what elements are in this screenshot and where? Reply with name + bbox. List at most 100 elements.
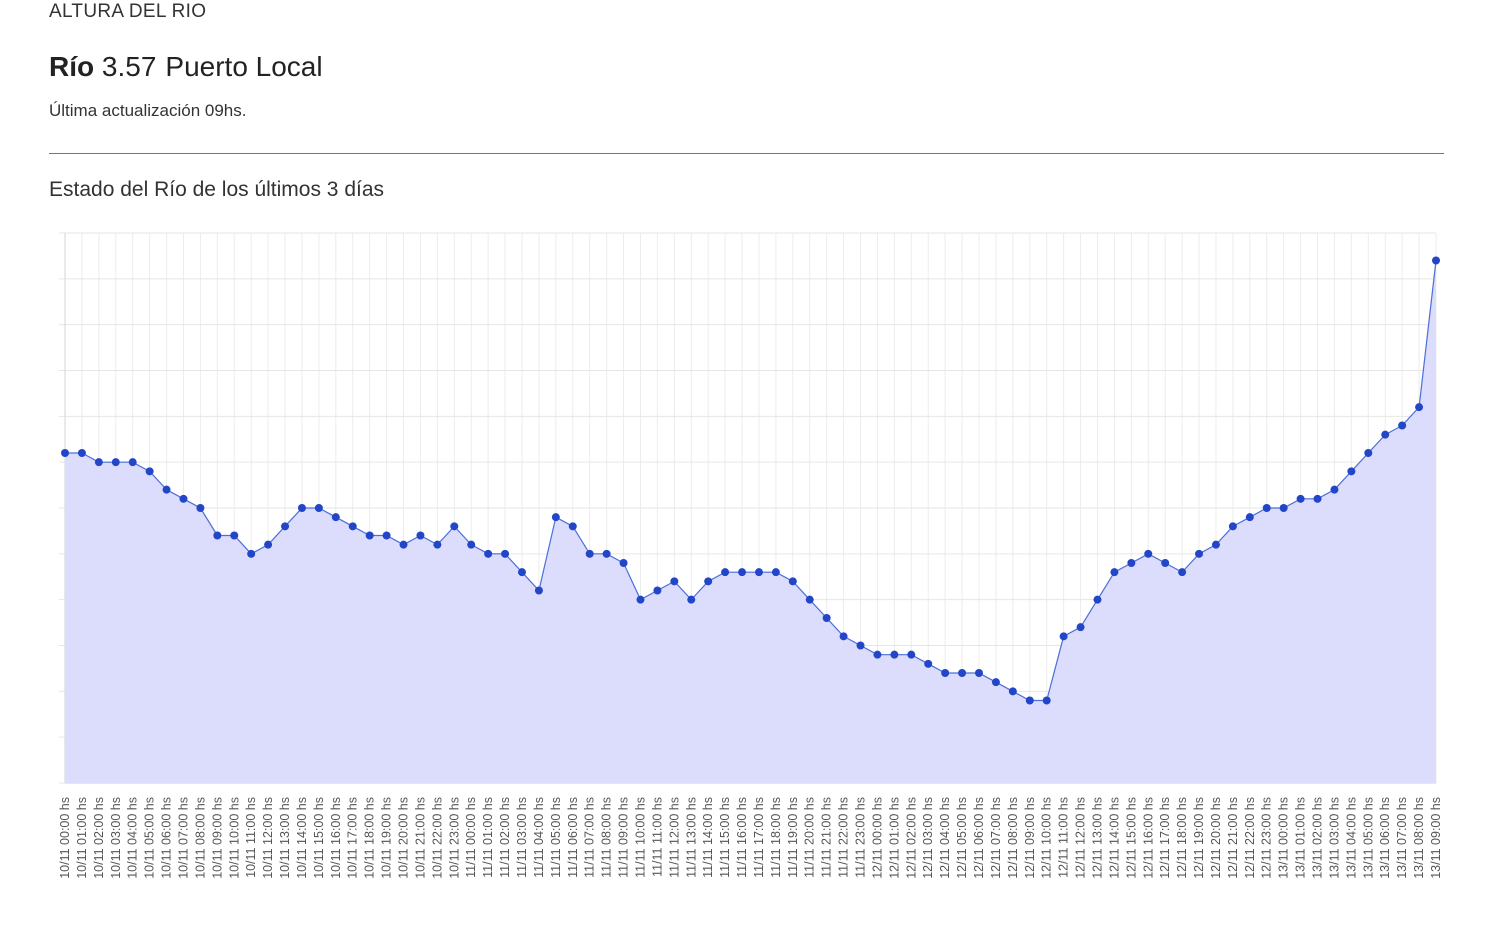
x-tick-label: 11/11 03:00 hs xyxy=(515,797,529,878)
data-point xyxy=(1347,467,1356,476)
data-point xyxy=(162,485,171,494)
data-point xyxy=(670,577,679,586)
x-tick-label: 11/11 18:00 hs xyxy=(769,797,783,878)
data-point xyxy=(941,669,950,677)
x-tick-label: 11/11 15:00 hs xyxy=(718,797,732,878)
x-tick-label: 12/11 10:00 hs xyxy=(1040,797,1054,879)
x-tick-label: 10/11 13:00 hs xyxy=(278,797,292,879)
data-point xyxy=(1228,522,1237,531)
data-point xyxy=(1415,403,1424,412)
data-point xyxy=(1076,623,1085,632)
data-point xyxy=(1432,256,1440,265)
x-tick-label: 13/11 00:00 hs xyxy=(1277,797,1291,879)
data-point xyxy=(314,504,323,512)
data-point xyxy=(1161,559,1170,567)
x-tick-label: 11/11 01:00 hs xyxy=(481,797,495,878)
data-point xyxy=(1313,494,1322,503)
x-tick-label: 11/11 08:00 hs xyxy=(600,797,614,878)
data-point xyxy=(1279,504,1288,512)
data-point xyxy=(551,513,560,522)
data-point xyxy=(907,650,916,659)
x-tick-label: 12/11 17:00 hs xyxy=(1158,797,1172,879)
divider xyxy=(49,153,1444,154)
x-tick-label: 10/11 11:00 hs xyxy=(244,797,258,878)
x-tick-label: 13/11 02:00 hs xyxy=(1311,797,1325,879)
x-tick-label: 11/11 14:00 hs xyxy=(701,797,715,878)
x-tick-label: 13/11 08:00 hs xyxy=(1412,797,1426,879)
data-point xyxy=(501,549,510,558)
data-point xyxy=(281,522,290,531)
x-tick-label: 11/11 22:00 hs xyxy=(837,797,851,878)
x-tick-label: 12/11 22:00 hs xyxy=(1243,797,1257,879)
data-point xyxy=(467,540,476,549)
x-tick-label: 12/11 02:00 hs xyxy=(904,797,918,879)
data-points xyxy=(61,256,1440,705)
data-point xyxy=(297,504,306,512)
data-point xyxy=(179,494,188,503)
data-point xyxy=(839,632,848,641)
location-name: Puerto Local xyxy=(165,51,323,82)
data-point xyxy=(213,531,222,540)
data-point xyxy=(77,449,86,457)
data-point xyxy=(975,669,983,677)
data-point xyxy=(1330,485,1339,494)
x-tick-label: 12/11 05:00 hs xyxy=(955,797,969,879)
data-point xyxy=(433,540,442,549)
data-point xyxy=(145,467,154,476)
x-tick-label: 12/11 18:00 hs xyxy=(1175,797,1189,879)
data-point xyxy=(264,540,273,549)
x-tick-label: 12/11 12:00 hs xyxy=(1074,797,1088,879)
x-tick-label: 10/11 15:00 hs xyxy=(312,797,326,879)
data-point xyxy=(687,595,696,604)
data-point xyxy=(805,595,814,604)
x-tick-label: 13/11 09:00 hs xyxy=(1429,797,1443,879)
data-point xyxy=(1211,540,1220,549)
x-tick-label: 12/11 16:00 hs xyxy=(1141,797,1155,879)
x-tick-label: 11/11 20:00 hs xyxy=(803,797,817,878)
x-tick-label: 13/11 01:00 hs xyxy=(1294,797,1308,879)
data-point xyxy=(94,458,103,467)
x-tick-label: 13/11 05:00 hs xyxy=(1361,797,1375,879)
x-tick-label: 12/11 20:00 hs xyxy=(1209,797,1223,879)
x-tick-label: 11/11 10:00 hs xyxy=(633,797,647,878)
x-tick-label: 11/11 12:00 hs xyxy=(667,797,681,878)
x-tick-label: 12/11 15:00 hs xyxy=(1124,797,1138,879)
data-point xyxy=(754,568,763,577)
x-tick-label: 10/11 18:00 hs xyxy=(363,797,377,879)
x-tick-label: 10/11 03:00 hs xyxy=(109,797,123,879)
data-point xyxy=(1381,430,1390,439)
x-tick-label: 11/11 05:00 hs xyxy=(549,797,563,878)
x-tick-label: 12/11 06:00 hs xyxy=(972,797,986,879)
data-point xyxy=(196,504,205,512)
data-point xyxy=(1178,568,1187,577)
x-tick-label: 12/11 04:00 hs xyxy=(938,797,952,879)
x-tick-label: 10/11 06:00 hs xyxy=(160,797,174,879)
data-point xyxy=(636,595,645,604)
data-point xyxy=(568,522,577,531)
data-point xyxy=(890,650,899,659)
x-tick-label: 11/11 02:00 hs xyxy=(498,797,512,878)
x-tick-label: 10/11 00:00 hs xyxy=(58,797,72,879)
data-point xyxy=(331,513,340,522)
x-tick-label: 10/11 08:00 hs xyxy=(193,797,207,879)
x-tick-label: 12/11 00:00 hs xyxy=(870,797,884,879)
x-tick-label: 11/11 06:00 hs xyxy=(566,797,580,878)
data-point xyxy=(534,586,543,595)
x-tick-label: 13/11 06:00 hs xyxy=(1378,797,1392,879)
data-point xyxy=(602,549,611,558)
data-point xyxy=(348,522,357,531)
x-tick-label: 12/11 11:00 hs xyxy=(1057,797,1071,878)
data-point xyxy=(382,531,391,540)
x-tick-label: 10/11 05:00 hs xyxy=(143,797,157,879)
data-point xyxy=(788,577,797,586)
x-tick-label: 10/11 14:00 hs xyxy=(295,797,309,879)
x-tick-label: 11/11 13:00 hs xyxy=(684,797,698,878)
data-point xyxy=(721,568,730,577)
data-point xyxy=(518,568,526,577)
x-tick-label: 12/11 23:00 hs xyxy=(1260,797,1274,879)
x-tick-label: 10/11 21:00 hs xyxy=(413,797,427,879)
x-tick-label: 13/11 03:00 hs xyxy=(1327,797,1341,879)
x-tick-label: 10/11 20:00 hs xyxy=(397,797,411,879)
data-point xyxy=(738,568,747,577)
